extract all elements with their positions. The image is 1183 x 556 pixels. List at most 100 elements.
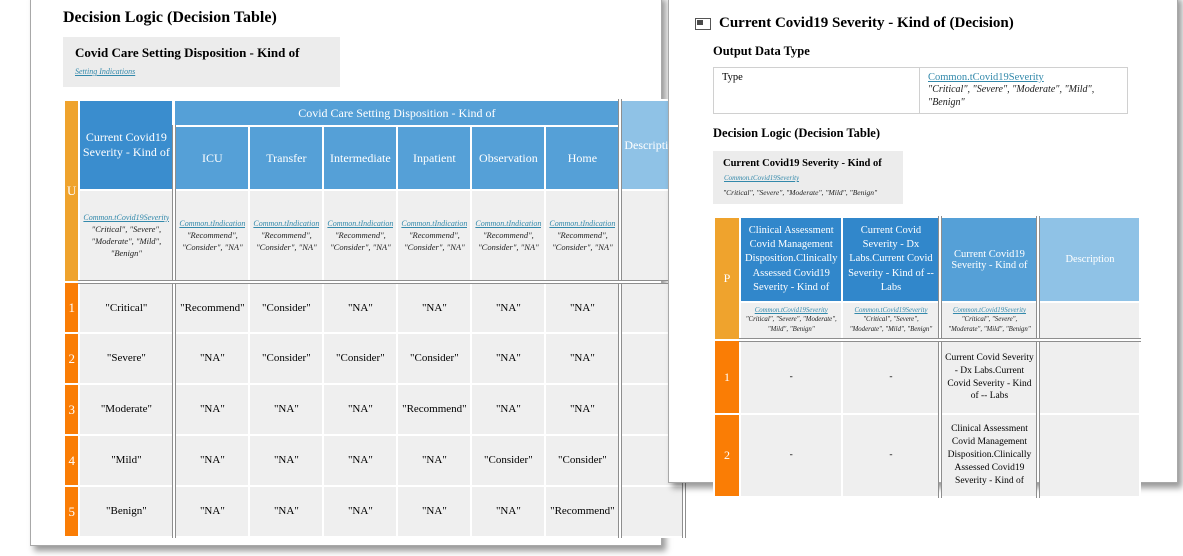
- table-row: 4 "Mild" "NA" "NA" "NA" "NA" "Consider" …: [62, 434, 687, 487]
- output-cell: "NA": [544, 281, 622, 334]
- output-column-header-home: Home: [544, 125, 622, 191]
- right-panel-title: Current Covid19 Severity - Kind of (Deci…: [719, 15, 1014, 31]
- output-cell: Clinical Assessment Covid Management Dis…: [938, 413, 1040, 498]
- output-type-cell: Common.tCovid19Severity "Critical", "Sev…: [938, 301, 1040, 342]
- output-cell: "NA": [396, 434, 473, 487]
- input-cell: -: [841, 413, 942, 498]
- output-cell: "NA": [396, 485, 473, 538]
- output-cell: "NA": [322, 434, 399, 487]
- output-cell: "NA": [172, 332, 251, 385]
- input-cell: -: [841, 339, 942, 415]
- decision-logic-heading: Decision Logic (Decision Table): [713, 126, 881, 140]
- output-type-link[interactable]: Common.tIndication: [327, 218, 394, 228]
- output-cell: "Recommend": [172, 281, 251, 334]
- output-cell: "NA": [470, 383, 547, 436]
- type-row-value: Common.tCovid19Severity "Critical", "Sev…: [919, 67, 1128, 114]
- decision-shape-icon: [695, 17, 711, 30]
- type-allowed-values: "Critical", "Severe", "Moderate", "Mild"…: [928, 84, 1095, 108]
- input-cell: -: [738, 413, 844, 498]
- output-group-header: Covid Care Setting Disposition - Kind of: [173, 99, 622, 127]
- input-cell: -: [738, 339, 844, 415]
- input-type-cell: Common.tCovid19Severity "Critical", "Sev…: [738, 301, 844, 342]
- rule-number: 3: [62, 383, 81, 436]
- condition-type-cell: Common.tCovid19Severity "Critical", "Sev…: [78, 189, 176, 284]
- output-cell: "NA": [396, 281, 473, 334]
- output-type-cell: Common.tIndication "Recommend", "Conside…: [396, 189, 473, 284]
- output-cell: "Consider": [248, 332, 325, 385]
- output-type-link[interactable]: Common.tCovid19Severity: [952, 307, 1026, 315]
- output-type-link[interactable]: Common.tIndication: [253, 218, 320, 228]
- input-allowed-values: "Critical", "Severe", "Moderate", "Mild"…: [745, 316, 837, 333]
- rule-number: 1: [713, 339, 741, 415]
- output-allowed-values: "Recommend", "Consider", "NA": [478, 229, 539, 252]
- output-cell: "Consider": [470, 434, 547, 487]
- hit-policy-cell: P: [713, 216, 741, 341]
- condition-column-header: Current Covid19 Severity - Kind of: [78, 99, 176, 191]
- table-row: 2 - - Clinical Assessment Covid Manageme…: [713, 413, 1142, 498]
- output-cell: "Consider": [544, 434, 622, 487]
- right-decision-table: P Clinical Assessment Covid Management D…: [713, 216, 1142, 498]
- condition-allowed-values: "Critical", "Severe", "Moderate", "Mild"…: [91, 223, 162, 259]
- left-decision-table: U Current Covid19 Severity - Kind of Cov…: [62, 99, 687, 538]
- output-cell: Current Covid Severity - Dx Labs.Current…: [938, 339, 1040, 415]
- output-allowed-values: "Recommend", "Consider", "NA": [552, 229, 613, 252]
- output-column-header: Current Covid19 Severity - Kind of: [938, 216, 1040, 303]
- output-column-header-inpatient: Inpatient: [396, 125, 473, 191]
- condition-cell: "Moderate": [78, 383, 176, 436]
- input-type-cell: Common.tCovid19Severity "Critical", "Sev…: [841, 301, 942, 342]
- left-table-caption: Covid Care Setting Disposition - Kind of…: [63, 37, 340, 87]
- output-cell: "NA": [172, 383, 251, 436]
- output-column-header-transfer: Transfer: [248, 125, 325, 191]
- output-cell: "Recommend": [544, 485, 622, 538]
- caption-type-link[interactable]: Common.tCovid19Severity: [724, 174, 800, 182]
- type-link[interactable]: Common.tCovid19Severity: [928, 72, 1044, 83]
- table-row: 2 "Severe" "NA" "Consider" "Consider" "C…: [62, 332, 687, 385]
- condition-type-link[interactable]: Common.tCovid19Severity: [83, 212, 170, 222]
- output-type-cell: Common.tIndication "Recommend", "Conside…: [248, 189, 325, 284]
- output-cell: "NA": [470, 485, 547, 538]
- output-cell: "Recommend": [396, 383, 473, 436]
- output-cell: "Consider": [322, 332, 399, 385]
- right-table-caption: Current Covid19 Severity - Kind of Commo…: [713, 151, 903, 204]
- description-type-cell: [1036, 301, 1142, 342]
- output-data-type-table: Type Common.tCovid19Severity "Critical",…: [713, 67, 1128, 114]
- input-type-link[interactable]: Common.tCovid19Severity: [754, 307, 828, 315]
- output-cell: "Consider": [248, 281, 325, 334]
- output-type-cell: Common.tIndication "Recommend", "Conside…: [470, 189, 547, 284]
- output-type-link[interactable]: Common.tIndication: [549, 218, 616, 228]
- description-column-header: Description: [1036, 216, 1142, 303]
- output-column-header-observation: Observation: [470, 125, 547, 191]
- output-type-link[interactable]: Common.tIndication: [179, 218, 246, 228]
- caption-title: Current Covid19 Severity - Kind of: [723, 158, 882, 169]
- output-type-cell: Common.tIndication "Recommend", "Conside…: [172, 189, 251, 284]
- output-cell: "NA": [248, 485, 325, 538]
- output-cell: "NA": [248, 383, 325, 436]
- rule-number: 1: [62, 281, 81, 334]
- output-type-link[interactable]: Common.tIndication: [475, 218, 542, 228]
- output-type-cell: Common.tIndication "Recommend", "Conside…: [322, 189, 399, 284]
- input-column-header: Clinical Assessment Covid Management Dis…: [738, 216, 844, 303]
- right-decision-panel: Current Covid19 Severity - Kind of (Deci…: [668, 0, 1178, 498]
- table-row: 1 "Critical" "Recommend" "Consider" "NA"…: [62, 281, 687, 334]
- input-type-link[interactable]: Common.tCovid19Severity: [854, 307, 928, 315]
- description-cell: [1036, 413, 1142, 498]
- rule-number: 4: [62, 434, 81, 487]
- output-cell: "NA": [322, 485, 399, 538]
- condition-cell: "Benign": [78, 485, 176, 538]
- hit-policy-cell: U: [62, 99, 81, 283]
- output-allowed-values: "Critical", "Severe", "Moderate", "Mild"…: [948, 316, 1031, 333]
- output-cell: "NA": [544, 332, 622, 385]
- left-panel-title: Decision Logic (Decision Table): [63, 9, 277, 26]
- output-allowed-values: "Recommend", "Consider", "NA": [256, 229, 317, 252]
- input-column-header: Current Covid Severity - Dx Labs.Current…: [841, 216, 942, 303]
- caption-allowed-values: "Critical", "Severe", "Moderate", "Mild"…: [723, 188, 878, 197]
- description-cell: [1036, 339, 1142, 415]
- table-row: 3 "Moderate" "NA" "NA" "NA" "Recommend" …: [62, 383, 687, 436]
- output-type-link[interactable]: Common.tIndication: [401, 218, 468, 228]
- rule-number: 2: [713, 413, 741, 498]
- setting-indications-link[interactable]: Setting Indications: [75, 67, 136, 76]
- rule-number: 2: [62, 332, 81, 385]
- caption-title: Covid Care Setting Disposition - Kind of: [75, 45, 300, 60]
- output-column-header-intermediate: Intermediate: [322, 125, 399, 191]
- type-row-label: Type: [713, 67, 920, 114]
